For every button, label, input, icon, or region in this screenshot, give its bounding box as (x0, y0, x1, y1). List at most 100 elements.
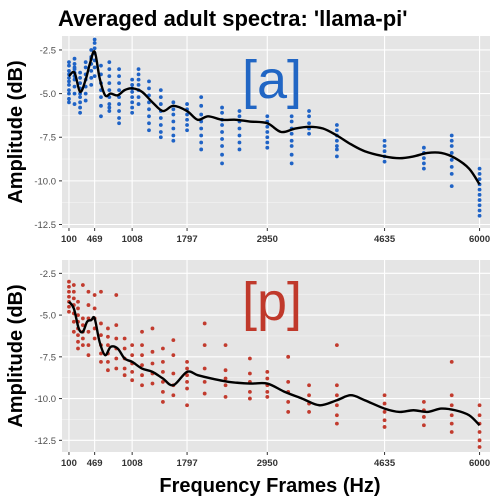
data-point (185, 379, 189, 384)
data-point (89, 82, 94, 87)
data-point (80, 336, 85, 341)
data-point (147, 79, 151, 84)
data-point (130, 105, 135, 110)
data-point (147, 107, 151, 112)
data-point (237, 147, 242, 152)
data-point (265, 140, 270, 145)
data-point (147, 128, 151, 133)
data-point (76, 306, 80, 311)
data-point (107, 109, 112, 113)
data-point (76, 299, 80, 304)
data-point (158, 130, 163, 134)
data-point (67, 60, 71, 65)
data-point (202, 343, 207, 348)
data-point (158, 102, 163, 106)
data-point (289, 161, 294, 166)
data-point (67, 69, 71, 73)
data-point (114, 293, 119, 297)
x-tick-label: 4635 (374, 234, 396, 245)
data-point (265, 376, 270, 381)
x-tick-label: 1008 (122, 234, 143, 245)
y-tick-label: -7.5 (40, 352, 56, 363)
data-point (185, 117, 189, 122)
data-point (83, 91, 88, 96)
data-point (449, 133, 454, 138)
data-point (185, 403, 189, 408)
panel-p: -2.5 -5.0 -7.5 -10.0 -12.5 100 469 1008 1797 2950… (5, 260, 490, 469)
data-point (67, 91, 71, 96)
data-point (220, 152, 224, 157)
x-tick-label: 2950 (257, 234, 278, 245)
data-point (78, 95, 82, 99)
x-axis-label: Frequency Frames (Hz) (159, 475, 380, 497)
data-point (382, 149, 387, 154)
data-point (223, 376, 228, 381)
data-point (72, 84, 77, 89)
data-point (67, 309, 71, 314)
data-point (421, 145, 426, 150)
data-point (158, 95, 163, 99)
data-point (449, 144, 454, 148)
data-point (158, 135, 163, 140)
x-tick-label: 2950 (257, 458, 278, 469)
data-point (185, 373, 189, 378)
data-point (83, 65, 88, 70)
data-point (265, 389, 270, 394)
data-point (161, 389, 165, 394)
data-point (130, 378, 135, 383)
data-point (67, 289, 71, 294)
x-tick-label: 100 (61, 458, 77, 469)
data-point (99, 359, 103, 364)
data-point (136, 102, 141, 106)
data-point (83, 60, 88, 65)
data-point (136, 72, 141, 77)
x-tick-label: 100 (61, 234, 77, 245)
data-point (265, 114, 270, 119)
data-point (265, 395, 270, 399)
data-point (117, 67, 121, 72)
data-point (334, 154, 339, 159)
data-point (130, 82, 135, 87)
data-point (86, 343, 91, 348)
data-point (80, 343, 85, 348)
data-point (140, 343, 144, 348)
data-point (67, 79, 71, 84)
data-point (220, 161, 224, 166)
data-point (477, 171, 482, 176)
data-point (130, 353, 135, 358)
data-point (67, 100, 71, 105)
data-point (122, 336, 127, 341)
data-point (202, 379, 207, 384)
data-point (71, 289, 76, 294)
x-tick-label: 1008 (122, 458, 143, 469)
data-point (237, 114, 242, 119)
data-point (307, 383, 311, 388)
data-point (130, 77, 135, 82)
data-point (86, 303, 91, 307)
data-point (99, 333, 103, 338)
data-point (477, 203, 482, 208)
data-point (286, 379, 291, 384)
y-tick-label: -5.0 (40, 311, 56, 322)
data-point (477, 208, 482, 213)
data-point (382, 401, 387, 406)
data-point (199, 147, 204, 152)
data-point (158, 116, 163, 120)
data-point (223, 343, 228, 348)
data-point (199, 112, 204, 117)
data-point (237, 140, 242, 145)
y-tick-label: -10.0 (34, 176, 56, 187)
data-point (140, 373, 144, 378)
data-point (92, 46, 97, 51)
data-point (161, 359, 165, 364)
data-point (289, 152, 294, 157)
data-point (477, 413, 482, 418)
data-point (161, 379, 165, 384)
data-point (307, 109, 311, 113)
data-point (477, 198, 482, 202)
data-point (449, 403, 454, 408)
data-point (71, 283, 76, 287)
data-point (171, 338, 176, 343)
data-point (248, 396, 252, 401)
